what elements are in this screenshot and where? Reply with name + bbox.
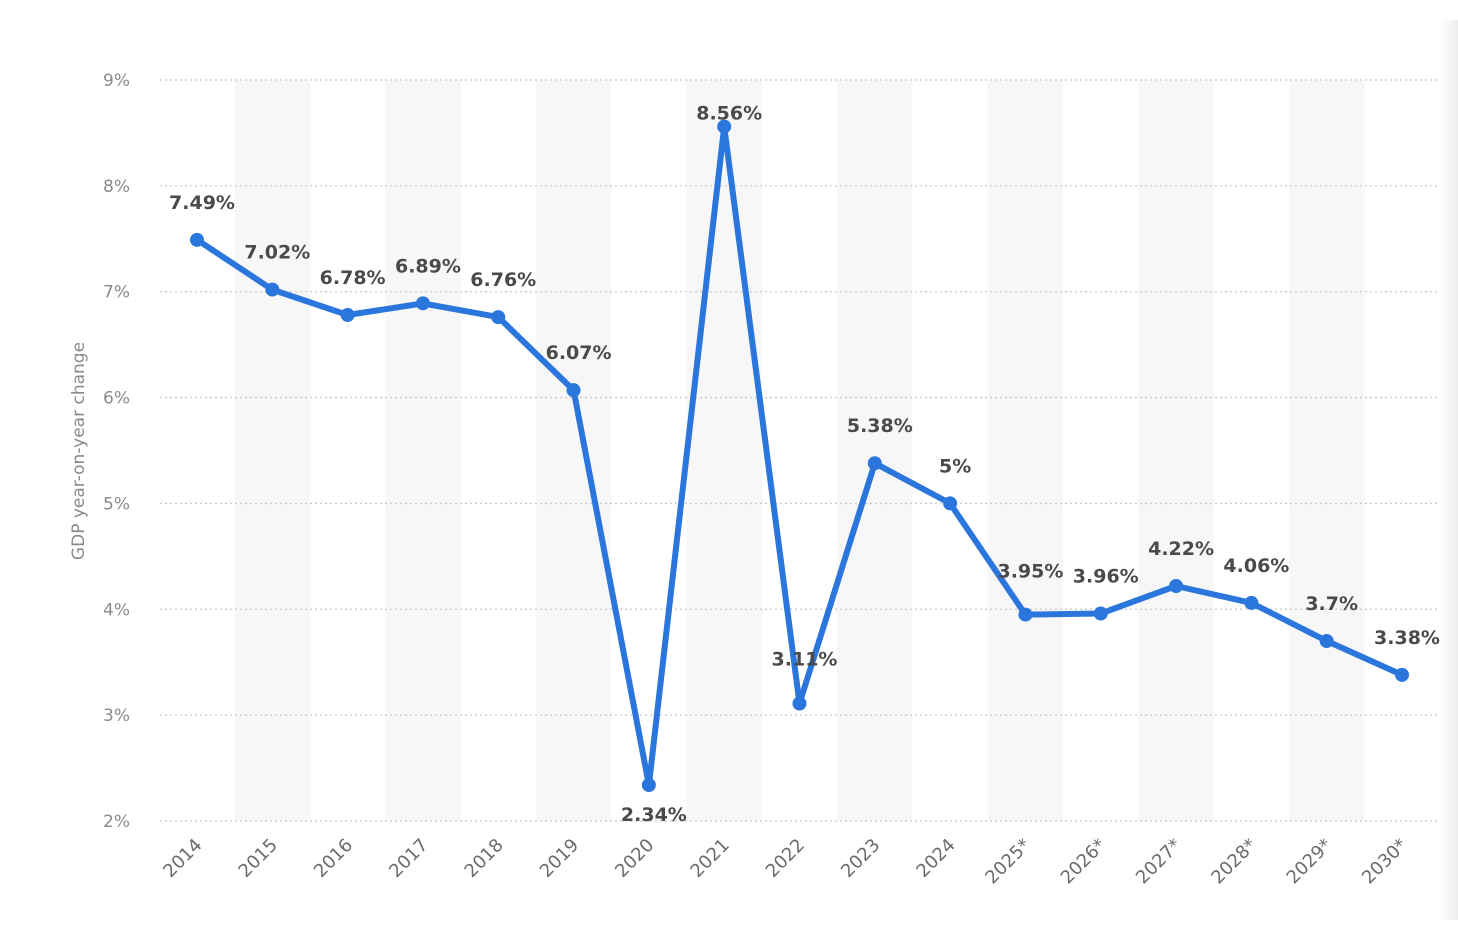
- data-label: 4.22%: [1148, 538, 1214, 560]
- data-label: 6.89%: [395, 255, 461, 277]
- x-tick-label: 2027*: [1132, 835, 1186, 889]
- data-point[interactable]: [641, 778, 656, 793]
- y-tick-label: 8%: [103, 177, 130, 197]
- data-point[interactable]: [1093, 606, 1108, 621]
- series-line: [194, 123, 1405, 788]
- y-tick-label: 7%: [103, 283, 130, 303]
- data-point[interactable]: [792, 696, 807, 711]
- series-line-group: [194, 123, 1405, 788]
- data-point[interactable]: [1395, 667, 1409, 682]
- x-tick-label: 2020: [611, 835, 658, 882]
- data-label: 3.7%: [1305, 593, 1358, 615]
- column-band: [535, 80, 612, 821]
- data-point[interactable]: [415, 296, 430, 311]
- x-tick-label: 2016: [310, 835, 357, 882]
- data-point[interactable]: [340, 308, 355, 323]
- column-band: [837, 80, 913, 821]
- x-tick-label: 2023: [837, 835, 884, 882]
- data-point[interactable]: [1244, 595, 1259, 610]
- data-point[interactable]: [265, 282, 280, 297]
- data-labels: 7.49% 7.02% 6.78% 6.89% 6.76% 6.07% 2.34% 8.56%…: [169, 103, 1440, 826]
- data-label: 3.38%: [1374, 627, 1440, 649]
- x-tick-label: 2022: [762, 835, 809, 882]
- column-band: [234, 80, 310, 821]
- y-tick-label: 5%: [103, 494, 130, 514]
- data-label: 6.78%: [320, 267, 386, 289]
- x-tick-label: 2024: [912, 835, 959, 882]
- x-tick-label: 2021: [686, 835, 733, 882]
- data-label: 4.06%: [1223, 555, 1289, 577]
- y-tick-label: 9%: [103, 71, 130, 91]
- data-point[interactable]: [867, 456, 882, 471]
- y-tick-label: 4%: [103, 600, 130, 620]
- x-tick-label: 2019: [536, 835, 583, 882]
- column-band: [987, 80, 1064, 821]
- column-band: [686, 80, 762, 821]
- x-axis-ticks: 2014 2015 2016 2017 2018 2019 2020 2021 2022 2023…: [159, 835, 1411, 889]
- x-tick-label: 2030*: [1358, 835, 1412, 889]
- y-axis-label: GDP year-on-year change: [69, 342, 89, 560]
- data-point[interactable]: [1319, 634, 1334, 649]
- x-tick-label: 2015: [235, 835, 282, 882]
- data-label: 5.38%: [847, 415, 913, 437]
- data-label: 6.76%: [470, 269, 536, 291]
- x-tick-label: 2029*: [1283, 835, 1337, 889]
- x-tick-label: 2014: [159, 835, 206, 882]
- data-point[interactable]: [1169, 578, 1184, 593]
- x-tick-label: 2026*: [1057, 835, 1111, 889]
- x-tick-label: 2018: [461, 835, 508, 882]
- data-point[interactable]: [190, 232, 204, 247]
- column-band: [385, 80, 461, 821]
- data-label: 6.07%: [546, 342, 612, 364]
- x-tick-label: 2028*: [1207, 835, 1261, 889]
- data-label: 7.02%: [244, 242, 310, 264]
- y-tick-label: 6%: [103, 389, 130, 409]
- gridlines: [160, 79, 1438, 822]
- y-tick-label: 2%: [103, 812, 130, 832]
- data-label: 3.95%: [997, 561, 1063, 583]
- data-label: 5%: [939, 455, 971, 477]
- data-label: 3.11%: [772, 648, 838, 670]
- data-label: 2.34%: [621, 804, 687, 826]
- column-band: [1289, 80, 1365, 821]
- data-points: [190, 119, 1409, 793]
- data-point[interactable]: [717, 119, 732, 134]
- scroll-edge-shadow: [1440, 20, 1458, 920]
- data-point[interactable]: [943, 496, 958, 511]
- x-tick-label: 2017: [385, 835, 432, 882]
- data-label: 7.49%: [169, 192, 235, 214]
- data-point[interactable]: [1018, 607, 1033, 622]
- data-point[interactable]: [566, 383, 581, 398]
- y-tick-label: 3%: [103, 706, 130, 726]
- column-bands: [234, 80, 1365, 821]
- column-band: [1138, 80, 1214, 821]
- data-label: 3.96%: [1073, 566, 1139, 588]
- y-axis-ticks: 2% 3% 4% 5% 6% 7% 8% 9%: [103, 71, 130, 832]
- x-tick-label: 2025*: [981, 835, 1035, 889]
- data-point[interactable]: [491, 310, 506, 325]
- data-label: 8.56%: [696, 103, 762, 125]
